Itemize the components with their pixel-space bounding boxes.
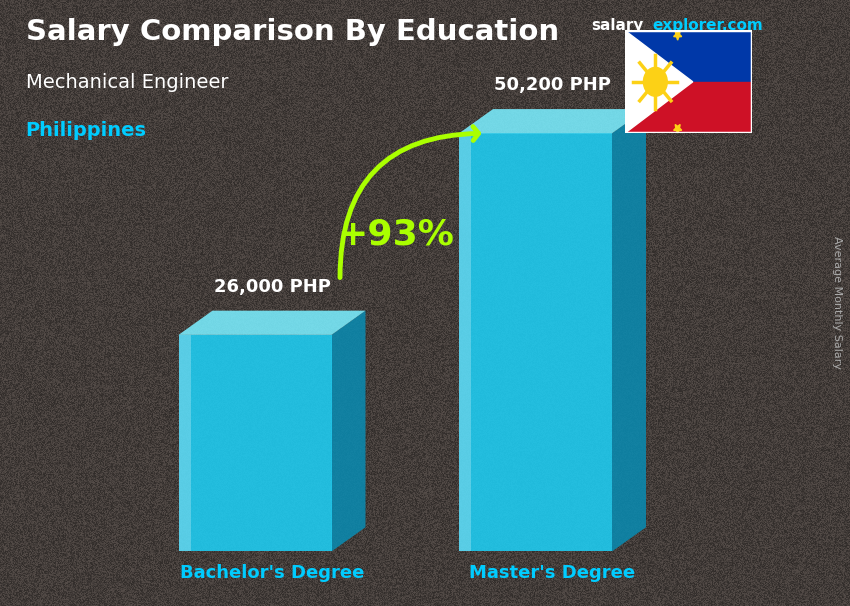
Text: Average Monthly Salary: Average Monthly Salary — [832, 236, 842, 370]
Polygon shape — [332, 311, 366, 551]
Text: Bachelor's Degree: Bachelor's Degree — [180, 564, 364, 582]
Text: Mechanical Engineer: Mechanical Engineer — [26, 73, 228, 92]
Text: Salary Comparison By Education: Salary Comparison By Education — [26, 18, 558, 46]
Bar — [625, 82, 752, 133]
Polygon shape — [459, 109, 646, 133]
Text: explorer.com: explorer.com — [652, 18, 762, 33]
Text: +93%: +93% — [337, 218, 454, 252]
Polygon shape — [607, 78, 615, 87]
Polygon shape — [673, 124, 682, 134]
Text: 50,200 PHP: 50,200 PHP — [494, 76, 611, 94]
Polygon shape — [612, 109, 646, 551]
Text: 26,000 PHP: 26,000 PHP — [213, 278, 331, 296]
Bar — [459, 133, 471, 551]
Polygon shape — [178, 311, 366, 335]
Polygon shape — [673, 31, 682, 40]
Bar — [459, 133, 612, 551]
Polygon shape — [625, 30, 693, 133]
Bar — [178, 335, 332, 551]
Bar — [625, 30, 752, 82]
Text: Master's Degree: Master's Degree — [469, 564, 636, 582]
Circle shape — [643, 67, 667, 96]
Text: salary: salary — [591, 18, 643, 33]
Text: Philippines: Philippines — [26, 121, 146, 140]
Bar — [178, 335, 190, 551]
